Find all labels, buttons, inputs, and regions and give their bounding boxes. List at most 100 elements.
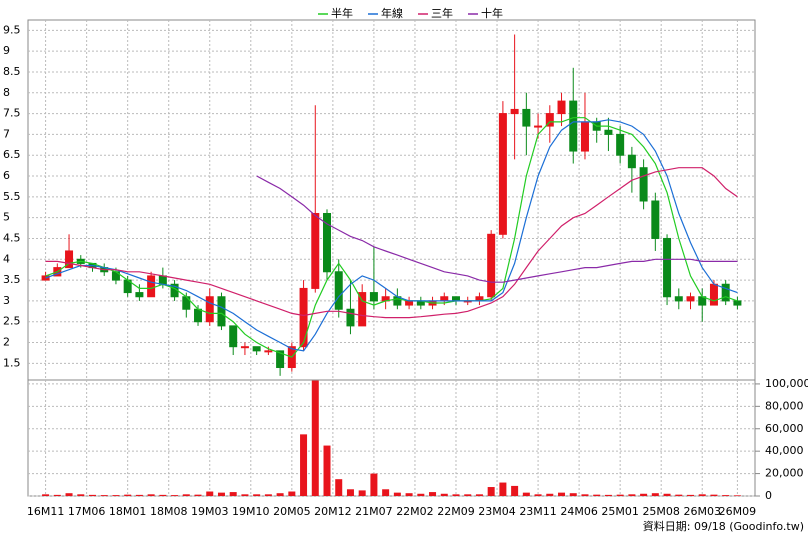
x-tick-label: 25M01: [601, 505, 639, 518]
y2-tick-label: 80,000: [765, 399, 804, 412]
candle-body: [217, 296, 226, 327]
x-tick-label: 22M09: [437, 505, 475, 518]
volume-bar: [217, 492, 225, 496]
volume-bar: [311, 380, 319, 496]
candle-body: [264, 350, 273, 353]
volume-bar: [651, 493, 659, 496]
volume-bar: [358, 490, 366, 496]
candle-body: [510, 108, 519, 115]
legend-label: 半年: [331, 6, 353, 20]
volume-bar: [241, 494, 249, 496]
volume-bar: [346, 489, 354, 496]
volume-bar: [253, 494, 261, 496]
volume-bar: [393, 492, 401, 496]
candle-body: [311, 212, 320, 289]
candle-body: [334, 271, 343, 310]
candle-body: [135, 292, 144, 298]
volume-bar: [382, 489, 390, 496]
candle-body: [733, 300, 742, 306]
volume-bar: [135, 494, 143, 496]
volume-bar: [698, 494, 706, 496]
volume-bar: [487, 487, 495, 496]
y-tick-label: 3.5: [3, 273, 21, 286]
x-tick-label: 26M03: [683, 505, 721, 518]
x-tick-label: 23M04: [478, 505, 516, 518]
volume-bar: [722, 495, 730, 496]
volume-bar: [42, 494, 50, 496]
volume-bar: [534, 494, 542, 496]
candle-body: [205, 296, 214, 323]
legend-label: 年線: [381, 6, 403, 20]
y2-tick-label: 100,000: [765, 377, 808, 390]
y-tick-label: 2.5: [3, 315, 21, 328]
volume-bar: [429, 492, 437, 496]
candle-body: [616, 133, 625, 156]
y-tick-label: 8.5: [3, 65, 21, 78]
y2-tick-label: 40,000: [765, 444, 804, 457]
y2-tick-label: 60,000: [765, 422, 804, 435]
volume-bar: [511, 485, 519, 496]
candle-body: [545, 113, 554, 127]
candle-body: [651, 200, 660, 239]
volume-bar: [687, 494, 695, 496]
x-tick-label: 21M07: [355, 505, 393, 518]
candle-body: [534, 125, 543, 128]
candle-body: [674, 296, 683, 302]
candle-body: [41, 275, 50, 281]
volume-bar: [370, 473, 378, 496]
volume-bar: [675, 494, 683, 496]
volume-bar: [452, 494, 460, 496]
candle-body: [604, 129, 613, 135]
candle-body: [451, 296, 460, 302]
volume-bar: [616, 494, 624, 496]
candle-body: [405, 300, 414, 306]
candle-body: [721, 283, 730, 302]
x-tick-label: 26M09: [719, 505, 757, 518]
volume-bar: [300, 434, 308, 496]
candle-body: [569, 100, 578, 152]
candle-body: [229, 325, 238, 348]
y-tick-label: 1.5: [3, 356, 21, 369]
candle-body: [276, 350, 285, 369]
y-tick-label: 8: [3, 86, 10, 99]
source-note: 資料日期: 09/18 (Goodinfo.tw): [643, 519, 804, 533]
x-tick-label: 19M10: [232, 505, 270, 518]
volume-bar: [229, 492, 237, 496]
candle-body: [299, 287, 308, 348]
volume-bar: [335, 479, 343, 496]
volume-bar: [323, 445, 331, 496]
candle-body: [252, 346, 261, 352]
candle-body: [686, 296, 695, 302]
volume-bar: [522, 492, 530, 496]
candle-body: [358, 292, 367, 327]
candle-body: [147, 275, 156, 298]
candle-body: [158, 275, 167, 285]
legend-label: 十年: [481, 6, 503, 20]
y-tick-label: 5: [3, 211, 10, 224]
candle-body: [240, 346, 249, 349]
volume-bar: [53, 494, 61, 496]
x-tick-label: 23M11: [519, 505, 557, 518]
volume-bar: [558, 492, 566, 496]
candle-body: [580, 121, 589, 152]
candle-body: [346, 308, 355, 327]
ma-line: [256, 175, 738, 283]
ma-line: [45, 167, 738, 319]
x-tick-label: 19M03: [191, 505, 229, 518]
x-tick-label: 20M12: [314, 505, 352, 518]
y2-tick-label: 20,000: [765, 467, 804, 480]
volume-bar: [604, 494, 612, 496]
y-tick-label: 4.5: [3, 231, 21, 244]
volume-bar: [546, 493, 554, 496]
candle-body: [627, 154, 636, 169]
volume-bar: [710, 494, 718, 496]
y-tick-label: 5.5: [3, 190, 21, 203]
y2-tick-label: 0: [765, 489, 772, 502]
x-tick-label: 17M06: [68, 505, 106, 518]
x-tick-label: 25M08: [642, 505, 680, 518]
volume-bar: [405, 493, 413, 496]
x-tick-label: 16M11: [27, 505, 65, 518]
volume-bar: [171, 495, 179, 496]
x-tick-label: 20M05: [273, 505, 311, 518]
volume-bar: [182, 494, 190, 496]
